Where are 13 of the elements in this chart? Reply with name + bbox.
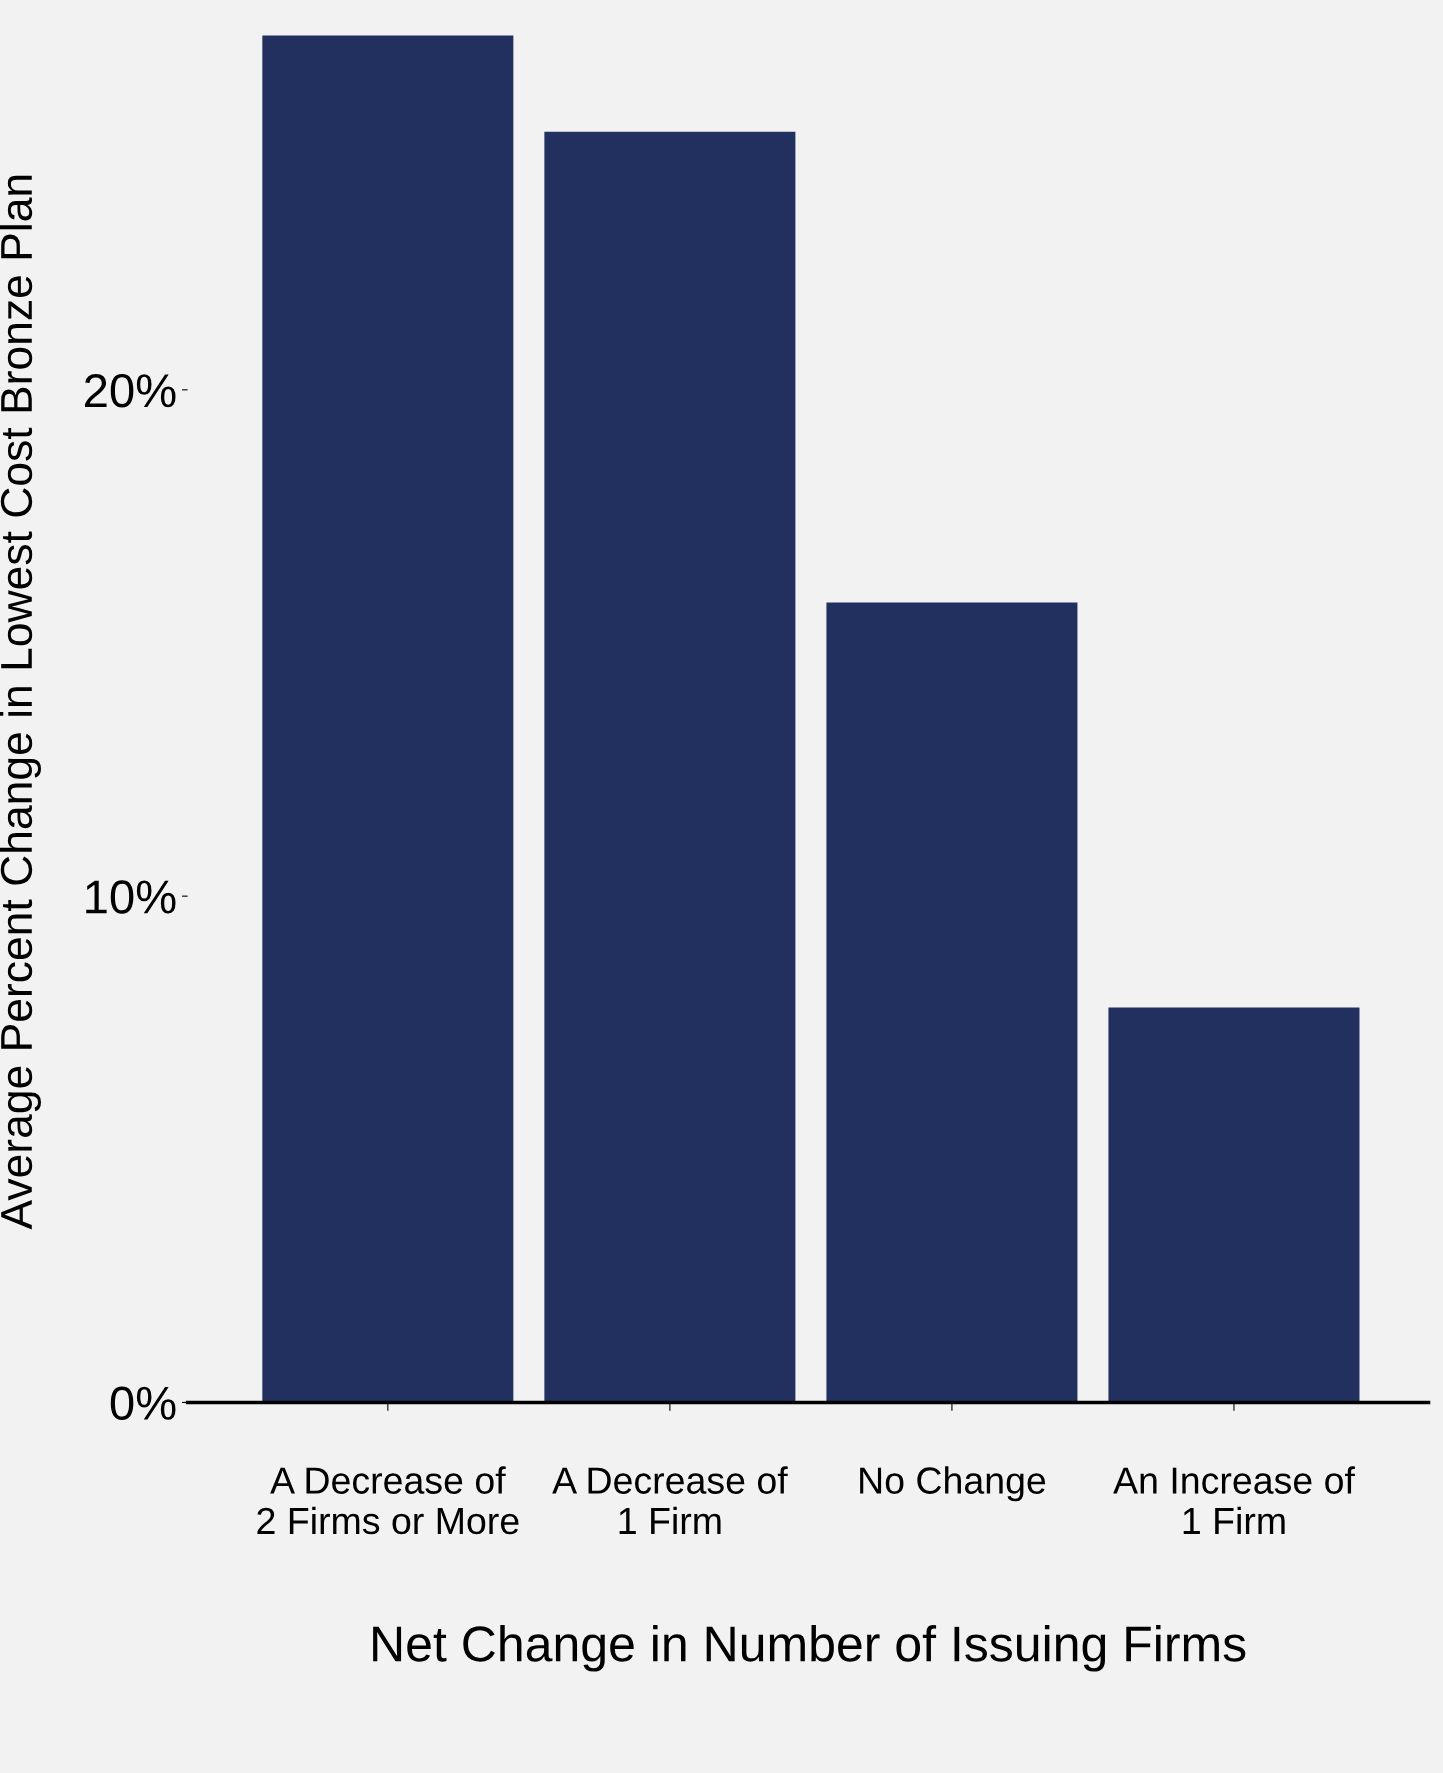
bar <box>826 602 1078 1403</box>
y-tick-label: 10% <box>86 880 176 914</box>
x-tick-label: An Increase of 1 Firm <box>1113 1466 1355 1534</box>
x-tick-label: A Decrease of 1 Firm <box>552 1466 788 1534</box>
x-tick-label: No Change <box>860 1466 1046 1502</box>
y-tick-label: 0% <box>110 1386 176 1421</box>
y-axis-title: Average Percent Change in Lowest Cost Bronze Plan <box>0 175 41 1230</box>
y-tick-label: 20% <box>85 373 176 408</box>
bar <box>262 35 514 1403</box>
x-axis-title: Net Change in Number of Issuing Firms <box>373 1625 1246 1672</box>
bar <box>1108 1007 1360 1403</box>
bar <box>544 131 796 1403</box>
x-tick-label: A Decrease of 2 Firms or More <box>257 1466 519 1535</box>
